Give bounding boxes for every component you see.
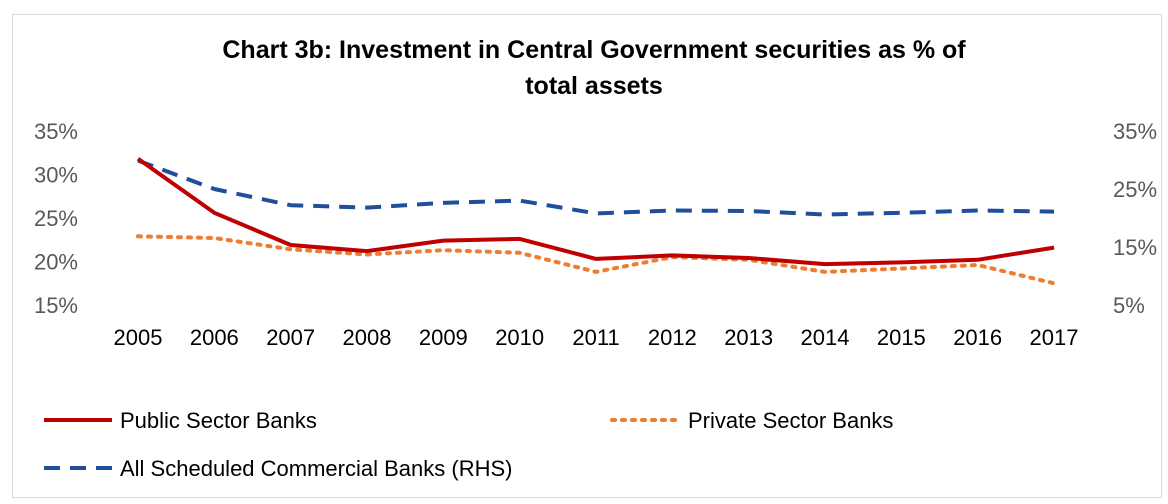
- x-tick-label: 2008: [343, 325, 392, 350]
- legend-label-2: All Scheduled Commercial Banks (RHS): [120, 456, 512, 481]
- y-left-tick-label: 15%: [34, 293, 78, 318]
- x-tick-label: 2014: [801, 325, 850, 350]
- y-left-tick-label: 35%: [34, 119, 78, 144]
- series-layer: [136, 157, 1056, 286]
- legend-label-1: Private Sector Banks: [688, 408, 893, 433]
- x-tick-label: 2015: [877, 325, 926, 350]
- series-line-1: [136, 234, 1056, 286]
- y-axis-left: 35% 30% 25% 20% 15%: [34, 119, 78, 318]
- x-tick-label: 2006: [190, 325, 239, 350]
- y-left-tick-label: 30%: [34, 163, 78, 188]
- y-left-tick-label: 25%: [34, 206, 78, 231]
- x-tick-label: 2010: [495, 325, 544, 350]
- y-axis-right: 35% 25% 15% 5%: [1113, 119, 1157, 318]
- y-right-tick-label: 5%: [1113, 293, 1145, 318]
- y-right-tick-label: 35%: [1113, 119, 1157, 144]
- x-tick-label: 2005: [114, 325, 163, 350]
- chart-title-line-1: Chart 3b: Investment in Central Governme…: [222, 36, 966, 64]
- x-tick-label: 2007: [266, 325, 315, 350]
- x-tick-label: 2017: [1030, 325, 1079, 350]
- y-left-tick-label: 20%: [34, 250, 78, 275]
- x-tick-label: 2009: [419, 325, 468, 350]
- legend: Public Sector Banks Private Sector Banks A…: [44, 408, 893, 481]
- x-tick-label: 2011: [572, 325, 619, 350]
- x-tick-label: 2012: [648, 325, 697, 350]
- chart-title-line-2: total assets: [525, 72, 663, 100]
- legend-label-0: Public Sector Banks: [120, 408, 317, 433]
- y-right-tick-label: 25%: [1113, 177, 1157, 202]
- series-line-2: [137, 158, 1055, 217]
- y-right-tick-label: 15%: [1113, 235, 1157, 260]
- x-tick-label: 2013: [724, 325, 773, 350]
- x-axis: 2005 2006 2007 2008 2009 2010 2011 2012 2013 2014…: [114, 325, 1079, 350]
- x-tick-label: 2016: [953, 325, 1002, 350]
- series-line-0: [136, 157, 1055, 267]
